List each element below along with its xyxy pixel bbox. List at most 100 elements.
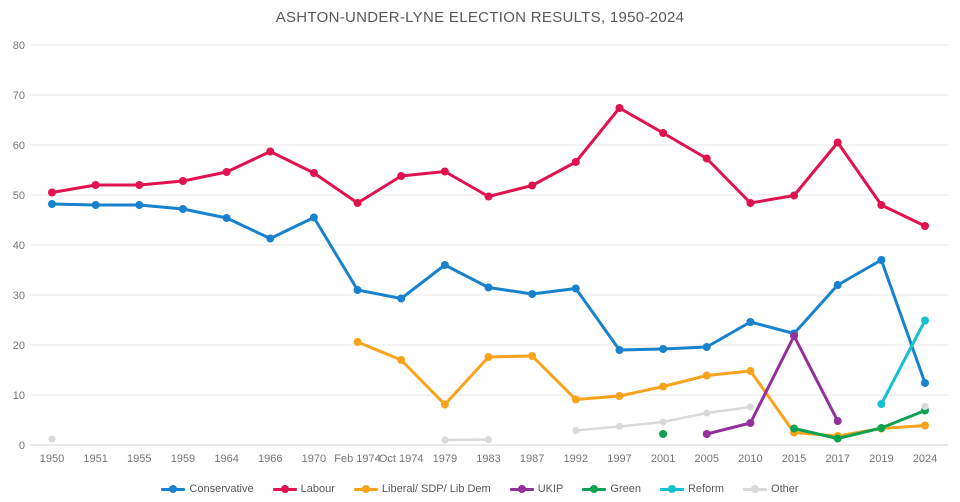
data-point-labour-1964 — [222, 168, 231, 176]
x-axis-tick-label-oct-1974: Oct 1974 — [379, 453, 424, 465]
data-point-conservative-1955 — [135, 201, 144, 209]
data-point-other-2010 — [746, 403, 754, 411]
data-point-other-2024 — [921, 403, 929, 410]
legend-label-other: Other — [771, 483, 799, 495]
series-reform — [877, 316, 929, 408]
legend-dot-icon — [517, 485, 526, 493]
x-axis-tick-label-1979: 1979 — [433, 453, 457, 465]
data-point-conservative-1950 — [48, 200, 56, 208]
data-point-labour-1950 — [48, 188, 56, 197]
x-axis-labels: 1950 1951 1955 1959 1964 1966 1970 Feb 1974Oct … — [40, 453, 937, 465]
data-point-other-1979 — [441, 436, 449, 444]
data-point-labour-2017 — [833, 138, 842, 147]
data-point-liberal-sdp-lib-dem-2010 — [746, 367, 755, 375]
data-point-other-2005 — [703, 409, 711, 417]
legend-item-green[interactable]: Green — [582, 483, 641, 495]
data-point-conservative-1964 — [222, 214, 231, 222]
legend-item-liberal-sdp-lib-dem[interactable]: Liberal/ SDP/ Lib Dem — [353, 483, 491, 495]
data-point-labour-1987 — [528, 181, 537, 190]
series-line-ukip — [705, 334, 840, 436]
x-axis-tick-label-1966: 1966 — [258, 453, 282, 465]
chart-legend: Conservative Labour Liberal/ SDP/ Lib Dem U… — [0, 483, 960, 495]
legend-swatch-reform — [659, 485, 684, 494]
legend-item-conservative[interactable]: Conservative — [161, 483, 254, 495]
data-point-other-1983 — [485, 436, 492, 443]
series-other — [48, 403, 929, 444]
data-point-liberal-sdp-lib-dem-1979 — [440, 400, 449, 409]
y-axis-tick-label: 80 — [13, 40, 25, 52]
data-point-conservative-2024 — [921, 379, 929, 387]
data-point-labour-1983 — [484, 192, 493, 201]
legend-label-reform: Reform — [687, 483, 725, 495]
data-point-labour-2015 — [790, 191, 799, 200]
x-axis-tick-label-2015: 2015 — [782, 453, 806, 465]
series-line-reform — [879, 319, 927, 406]
legend-label-labour: Labour — [300, 483, 335, 495]
data-point-conservative-2019 — [877, 256, 886, 264]
x-axis-tick-label-1951: 1951 — [83, 453, 107, 465]
x-axis-tick-label-1950: 1950 — [40, 453, 64, 465]
y-axis-tick-label: 0 — [19, 440, 25, 452]
data-point-liberal-sdp-lib-dem-1997 — [615, 392, 624, 400]
data-point-labour-1951 — [91, 181, 100, 189]
data-point-conservative-oct-1974 — [397, 294, 406, 303]
data-point-ukip-2015 — [790, 332, 799, 340]
data-point-conservative-2001 — [659, 345, 668, 353]
y-axis-tick-label: 30 — [13, 290, 25, 302]
legend-dot-icon — [280, 485, 289, 493]
data-point-labour-1979 — [440, 167, 449, 176]
y-axis-tick-label: 60 — [13, 140, 25, 152]
series-labour — [48, 104, 929, 230]
series-ukip — [702, 332, 842, 438]
legend-dot-icon — [667, 485, 676, 493]
legend-label-conservative: Conservative — [189, 483, 254, 495]
data-point-other-2001 — [659, 418, 667, 426]
data-point-conservative-1979 — [440, 261, 449, 269]
legend-item-ukip[interactable]: UKIP — [509, 483, 563, 495]
legend-swatch-other — [743, 485, 768, 494]
data-point-labour-1997 — [615, 104, 624, 112]
data-point-other-1997 — [615, 423, 623, 430]
data-point-labour-1955 — [135, 181, 144, 189]
legend-swatch-conservative — [161, 485, 186, 494]
data-point-labour-2005 — [702, 154, 711, 163]
y-axis-tick-label: 50 — [13, 190, 25, 202]
legend-item-other[interactable]: Other — [743, 483, 799, 495]
chart-title: ASHTON-UNDER-LYNE ELECTION RESULTS, 1950… — [275, 9, 685, 26]
data-point-labour-1970 — [309, 169, 318, 177]
x-axis-tick-label-1970: 1970 — [302, 453, 326, 465]
series-conservative — [48, 200, 929, 387]
data-point-labour-1966 — [266, 147, 275, 156]
x-axis-tick-label-1997: 1997 — [607, 453, 631, 465]
data-point-conservative-1951 — [91, 201, 100, 209]
data-point-other-1992 — [572, 427, 580, 434]
data-point-liberal-sdp-lib-dem-1987 — [528, 352, 537, 360]
data-point-liberal-sdp-lib-dem-1983 — [484, 353, 493, 361]
data-point-labour-1959 — [178, 177, 187, 185]
data-point-labour-2001 — [659, 129, 668, 137]
data-point-liberal-sdp-lib-dem-2024 — [921, 421, 929, 430]
data-point-liberal-sdp-lib-dem-feb-1974 — [353, 338, 362, 346]
legend-dot-icon — [751, 485, 760, 493]
series-green — [659, 406, 929, 443]
data-point-conservative-1983 — [484, 283, 493, 292]
data-point-labour-2019 — [877, 201, 886, 209]
data-point-conservative-1959 — [178, 205, 187, 213]
y-axis-tick-label: 10 — [13, 390, 25, 402]
data-point-green-2019 — [877, 424, 886, 432]
data-point-conservative-1970 — [309, 213, 318, 222]
data-point-green-2015 — [790, 424, 799, 433]
legend-item-labour[interactable]: Labour — [272, 483, 335, 495]
data-point-labour-oct-1974 — [397, 172, 406, 180]
series-line-green — [792, 409, 927, 440]
data-point-liberal-sdp-lib-dem-2005 — [702, 371, 711, 380]
data-point-ukip-2017 — [833, 417, 842, 425]
legend-dot-icon — [169, 485, 178, 493]
data-point-reform-2024 — [921, 316, 929, 325]
x-axis-tick-label-feb-1974: Feb 1974 — [334, 453, 380, 465]
legend-dot-icon — [590, 485, 599, 493]
legend-item-reform[interactable]: Reform — [659, 483, 725, 495]
x-axis-tick-label-1983: 1983 — [476, 453, 500, 465]
series-line-other — [443, 438, 490, 442]
